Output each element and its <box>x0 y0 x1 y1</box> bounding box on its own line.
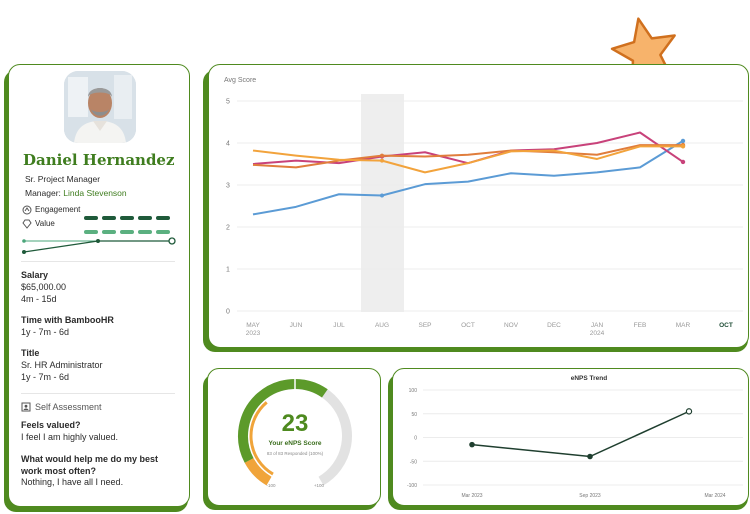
trend-title: eNPS Trend <box>571 375 608 382</box>
x-tick-sublabel: 2023 <box>246 330 261 337</box>
gauge-promoter-arc <box>238 379 328 463</box>
answer-2: Nothing, I have all I need. <box>21 477 124 487</box>
highlight-point <box>380 193 384 198</box>
y-tick-label: 3 <box>226 183 230 190</box>
time-label: Time with BambooHR <box>21 315 114 325</box>
trend-series-line <box>471 410 690 458</box>
title-value: Sr. HR Administrator <box>21 360 103 370</box>
profile-card: Daniel Hernandez Sr. Project Manager Man… <box>8 64 190 507</box>
x-tick-label: DEC <box>547 322 561 329</box>
question-2: What would help me do my best work most … <box>21 454 159 476</box>
time-value: 1y - 7m - 6d <box>21 327 70 337</box>
trend-x-tick-label: Mar 2023 <box>461 493 482 499</box>
enps-trend-card: eNPS Trend 100 50 0 -50 -100 Mar 2023 Sep 2023… <box>392 368 749 506</box>
gauge-passive-arc <box>244 457 272 486</box>
x-tick-label: NOV <box>504 322 519 329</box>
trend-y-tick-label: -50 <box>410 459 417 465</box>
x-tick-label: AUG <box>375 322 389 329</box>
trend-y-tick-label: 0 <box>414 436 417 442</box>
gauge-inner-arc <box>249 401 274 476</box>
highlight-band <box>361 94 404 312</box>
trend-point <box>469 441 475 448</box>
trend-point <box>587 453 593 460</box>
x-tick-label: OCT <box>719 322 733 329</box>
answer-1: I feel I am highly valued. <box>21 432 119 442</box>
salary-value: $65,000.00 <box>21 282 67 292</box>
manager-link[interactable]: Linda Stevenson <box>63 188 127 198</box>
job-title: Sr. Project Manager <box>25 174 101 184</box>
trend-point <box>685 408 693 415</box>
value-label: Value <box>35 219 55 228</box>
gauge-min-label: -100 <box>266 483 276 488</box>
trend-y-tick-label: -100 <box>407 483 417 489</box>
self-assessment-label: Self Assessment <box>35 402 102 412</box>
highlight-point <box>380 153 384 158</box>
divider <box>21 393 175 394</box>
enps-score-label: Your eNPS Score <box>269 440 322 447</box>
series-end-point <box>680 144 686 149</box>
x-tick-label: FEB <box>634 322 647 329</box>
diamond-icon <box>22 219 32 229</box>
x-tick-label: OCT <box>461 322 475 329</box>
x-tick-label: JUL <box>333 322 345 329</box>
title-tenure: 1y - 7m - 6d <box>21 372 70 382</box>
highlight-point <box>380 158 384 163</box>
series-line-4 <box>252 145 683 174</box>
y-tick-label: 2 <box>226 225 230 232</box>
y-tick-label: 1 <box>226 267 230 274</box>
series-end-point <box>680 138 686 144</box>
series-end-point <box>680 159 686 165</box>
mini-trend-chart <box>22 237 176 254</box>
trend-y-tick-label: 100 <box>409 388 418 394</box>
enps-score-card: 23 Your eNPS Score 83 of 83 Responded (1… <box>207 368 381 506</box>
engagement-label: Engagement <box>35 205 81 214</box>
engagement-meter <box>84 207 174 225</box>
y-tick-label: 5 <box>226 99 230 106</box>
x-tick-label: JUN <box>290 322 303 329</box>
series-line-2 <box>252 131 684 165</box>
enps-score-value: 23 <box>282 410 309 437</box>
x-tick-label: MAR <box>676 322 691 329</box>
y-axis-label: Avg Score <box>224 77 256 84</box>
title-label: Title <box>21 348 40 358</box>
x-tick-label: SEP <box>418 322 431 329</box>
series-line-3 <box>252 144 683 169</box>
x-tick-label: JAN <box>591 322 604 329</box>
y-tick-label: 0 <box>226 309 230 316</box>
enps-gauge: 23 Your eNPS Score 83 of 83 Responded (1… <box>238 378 352 488</box>
trend-y-tick-label: 50 <box>411 412 417 418</box>
avatar <box>64 71 136 143</box>
engagement-icon <box>22 205 32 215</box>
trend-x-tick-label: Mar 2024 <box>704 493 725 499</box>
enps-responded: 83 of 83 Responded (100%) <box>267 451 324 456</box>
assessment-icon <box>21 402 31 412</box>
question-1: Feels valued? <box>21 420 81 430</box>
enps-trend-chart: eNPS Trend 100 50 0 -50 -100 Mar 2023 Sep 2023… <box>407 375 743 499</box>
divider <box>21 261 175 262</box>
series-line-1 <box>252 140 684 216</box>
y-tick-label: 4 <box>226 141 230 148</box>
x-tick-label: MAY <box>246 322 260 329</box>
value-meter <box>84 221 174 239</box>
manager-line: Manager: Linda Stevenson <box>25 188 127 198</box>
salary-tenure: 4m - 15d <box>21 294 57 304</box>
trend-x-tick-label: Sep 2023 <box>579 493 601 499</box>
x-tick-sublabel: 2024 <box>590 330 605 337</box>
avg-score-chart-card: Avg Score 5 4 3 2 1 0 MAY 2023 JUN JUL AUG SEP OCT N… <box>208 64 749 348</box>
employee-name: Daniel Hernandez <box>23 151 175 169</box>
manager-label: Manager: <box>25 188 61 198</box>
gauge-max-label: +100 <box>314 483 325 488</box>
salary-label: Salary <box>21 270 49 280</box>
